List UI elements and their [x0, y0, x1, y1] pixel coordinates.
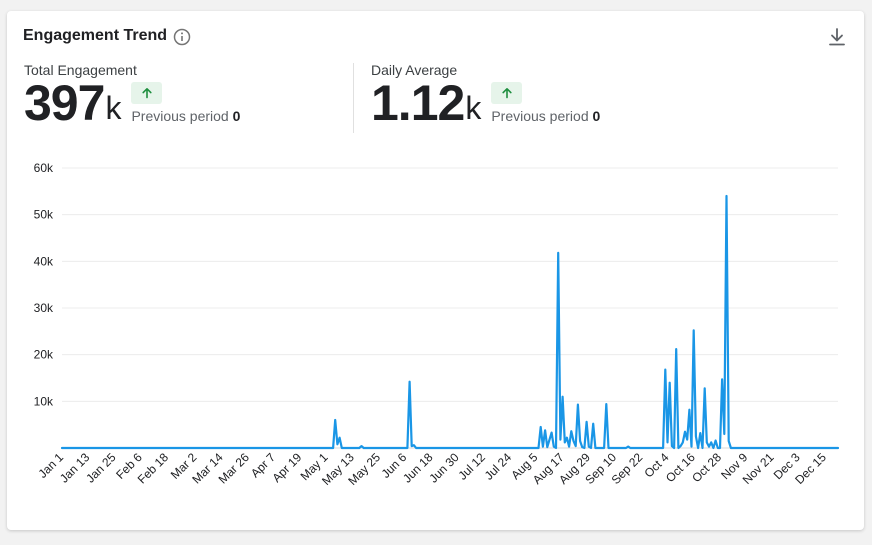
x-tick-label: Jun 30 [426, 450, 462, 486]
previous-period-label: Previous period [131, 108, 229, 124]
stat-label: Daily Average [371, 62, 458, 78]
trend-badge [491, 82, 523, 104]
x-tick-label: Mar 26 [216, 450, 253, 487]
y-tick-label: 50k [34, 208, 54, 222]
stat-value: 1.12 [371, 75, 465, 131]
series-line [60, 194, 840, 450]
stat-total-engagement: Total Engagement 397 k Previous period 0 [24, 62, 240, 131]
arrow-up-icon [142, 88, 152, 99]
y-tick-label: 30k [34, 301, 54, 315]
x-tick-label: Jan 25 [83, 450, 119, 486]
x-tick-label: Jul 24 [482, 450, 515, 483]
trend-badge [131, 82, 163, 104]
previous-period: Previous period 0 [131, 108, 240, 124]
stat-value: 397 [24, 75, 105, 131]
info-icon[interactable] [173, 28, 191, 46]
previous-period-value: 0 [592, 108, 601, 124]
x-tick-label: Jul 12 [455, 450, 488, 483]
stat-divider [353, 63, 354, 133]
y-tick-label: 60k [34, 161, 54, 175]
previous-period-value: 0 [232, 108, 241, 124]
download-icon[interactable] [825, 25, 849, 49]
x-tick-label: Feb 18 [135, 450, 172, 487]
stat-unit: k [465, 90, 482, 126]
stat-label: Total Engagement [24, 62, 137, 78]
y-tick-label: 20k [34, 348, 54, 362]
previous-period: Previous period 0 [491, 108, 600, 124]
y-tick-label: 10k [34, 394, 54, 408]
stat-daily-average: Daily Average 1.12 k Previous period 0 [371, 62, 600, 131]
engagement-trend-card: Engagement Trend Total Engagement 397 k … [7, 11, 864, 530]
stat-unit: k [105, 90, 122, 126]
previous-period-label: Previous period [491, 108, 589, 124]
y-tick-label: 40k [34, 254, 54, 268]
card-title: Engagement Trend [23, 27, 168, 44]
arrow-up-icon [502, 88, 512, 99]
x-tick-label: Oct 28 [689, 450, 724, 485]
x-tick-label: Apr 19 [269, 450, 304, 485]
